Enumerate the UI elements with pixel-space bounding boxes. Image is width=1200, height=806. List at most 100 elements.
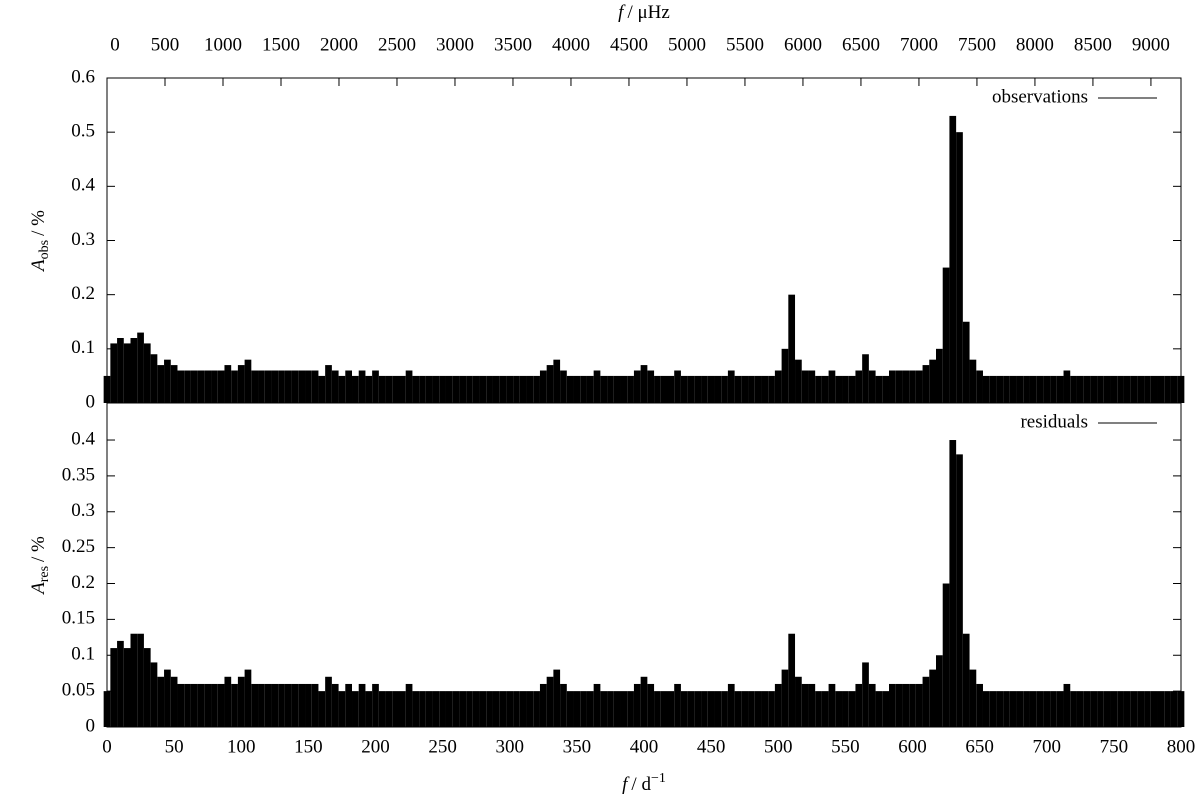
spectrum-bar — [1050, 691, 1057, 727]
spectrum-bar — [170, 365, 178, 403]
spectrum-bar — [526, 375, 534, 403]
spectrum-bar — [533, 375, 540, 403]
y-label-subscript: res — [37, 566, 52, 582]
spectrum-bar — [815, 375, 822, 403]
x2-tick-label: 7000 — [900, 34, 938, 55]
x2-tick-label: 0 — [110, 34, 120, 55]
x-label-symbol: f — [622, 774, 630, 795]
spectrum-bar — [372, 683, 379, 727]
spectrum-bar — [372, 370, 379, 403]
spectrum-bar — [204, 370, 212, 403]
spectrum-bar — [1177, 375, 1185, 403]
x-tick-label: 300 — [496, 736, 525, 757]
y-tick-label: 0 — [86, 391, 96, 412]
spectrum-bar — [1043, 691, 1051, 727]
spectrum-bar — [251, 370, 259, 403]
spectrum-bar — [835, 375, 843, 403]
spectrum-bar — [117, 640, 124, 727]
x-tick-label: 450 — [697, 736, 726, 757]
x2-tick-label: 5000 — [668, 34, 706, 55]
spectrum-bar — [707, 375, 715, 403]
spectrum-bar — [445, 375, 453, 403]
spectrum-bar — [889, 370, 896, 403]
spectrum-bar — [345, 370, 353, 403]
y-tick-label: 0.3 — [71, 500, 95, 521]
spectrum-bar — [1016, 691, 1024, 727]
x-tick-label: 550 — [831, 736, 860, 757]
spectrum-bar — [244, 669, 252, 727]
spectrum-bar — [855, 370, 863, 403]
x2-tick-label: 6500 — [842, 34, 880, 55]
y-tick-label: 0.35 — [62, 464, 95, 485]
spectrum-bar — [1130, 691, 1138, 727]
spectrum-bar — [217, 370, 225, 403]
x2-tick-label: 8500 — [1074, 34, 1112, 55]
spectrum-bar — [164, 359, 171, 403]
spectrum-bar — [305, 683, 312, 727]
spectrum-bar — [969, 669, 977, 727]
spectrum-bar — [1137, 691, 1145, 727]
x2-tick-label: 3500 — [494, 34, 532, 55]
spectrum-bar — [311, 370, 319, 403]
spectrum-bar — [1123, 375, 1131, 403]
spectrum-bar — [278, 683, 285, 727]
spectrum-bar — [1076, 691, 1084, 727]
spectrum-bar — [768, 691, 775, 727]
spectrum-bar — [754, 691, 762, 727]
spectrum-bar — [137, 633, 144, 727]
spectrum-bar — [727, 683, 735, 727]
spectrum-bar — [560, 683, 567, 727]
spectrum-bar — [680, 691, 688, 727]
x-tick-label: 800 — [1167, 736, 1196, 757]
spectrum-bar — [506, 691, 514, 727]
spectrum-bar — [694, 691, 702, 727]
y-label-subscript: obs — [37, 240, 52, 259]
spectrum-bar — [291, 370, 299, 403]
x-tick-label: 750 — [1100, 736, 1129, 757]
spectrum-bar — [1029, 691, 1037, 727]
spectrum-bar — [962, 633, 970, 727]
spectrum-bar — [633, 683, 641, 727]
spectrum-bar — [1063, 683, 1071, 727]
x-axis-label: f / d−1 — [622, 771, 666, 795]
spectrum-bar — [828, 683, 836, 727]
spectrum-bar — [244, 359, 252, 403]
spectrum-bar — [1117, 691, 1124, 727]
x2-tick-label: 3000 — [436, 34, 474, 55]
spectrum-bar — [956, 132, 963, 403]
spectrum-bar — [1070, 691, 1077, 727]
spectrum-bar — [311, 683, 319, 727]
y-label-unit: / % — [28, 536, 49, 562]
spectrum-bar — [425, 375, 433, 403]
spectrum-bar — [815, 691, 822, 727]
y-label-unit: / % — [28, 210, 49, 236]
spectrum-bar — [600, 691, 608, 727]
spectrum-bar — [1090, 691, 1098, 727]
spectrum-bar — [801, 683, 809, 727]
x-tick-label: 50 — [165, 736, 184, 757]
spectrum-bar — [452, 691, 460, 727]
spectrum-bar — [143, 648, 151, 727]
spectrum-bar — [586, 375, 594, 403]
x-tick-label: 0 — [102, 736, 112, 757]
spectrum-bar — [855, 683, 863, 727]
spectrum-bar — [1157, 375, 1165, 403]
y-axis-label: Aobs / % — [28, 210, 52, 273]
spectrum-bar — [882, 691, 890, 727]
spectrum-bar — [553, 669, 561, 727]
spectrum-bar — [909, 370, 916, 403]
spectrum-bar — [432, 691, 440, 727]
spectrum-bar — [667, 691, 675, 727]
spectrum-bar — [902, 683, 910, 727]
spectrum-bar — [338, 691, 346, 727]
spectrum-bar — [781, 669, 789, 727]
spectrum-bar — [613, 691, 621, 727]
spectrum-bar — [190, 683, 198, 727]
spectrum-bar — [600, 375, 608, 403]
x2-tick-label: 9000 — [1132, 34, 1170, 55]
spectrum-bar — [345, 683, 353, 727]
spectrum-bar — [325, 676, 332, 727]
spectrum-bar — [419, 691, 426, 727]
spectrum-bar — [197, 683, 205, 727]
spectrum-bar — [976, 370, 983, 403]
